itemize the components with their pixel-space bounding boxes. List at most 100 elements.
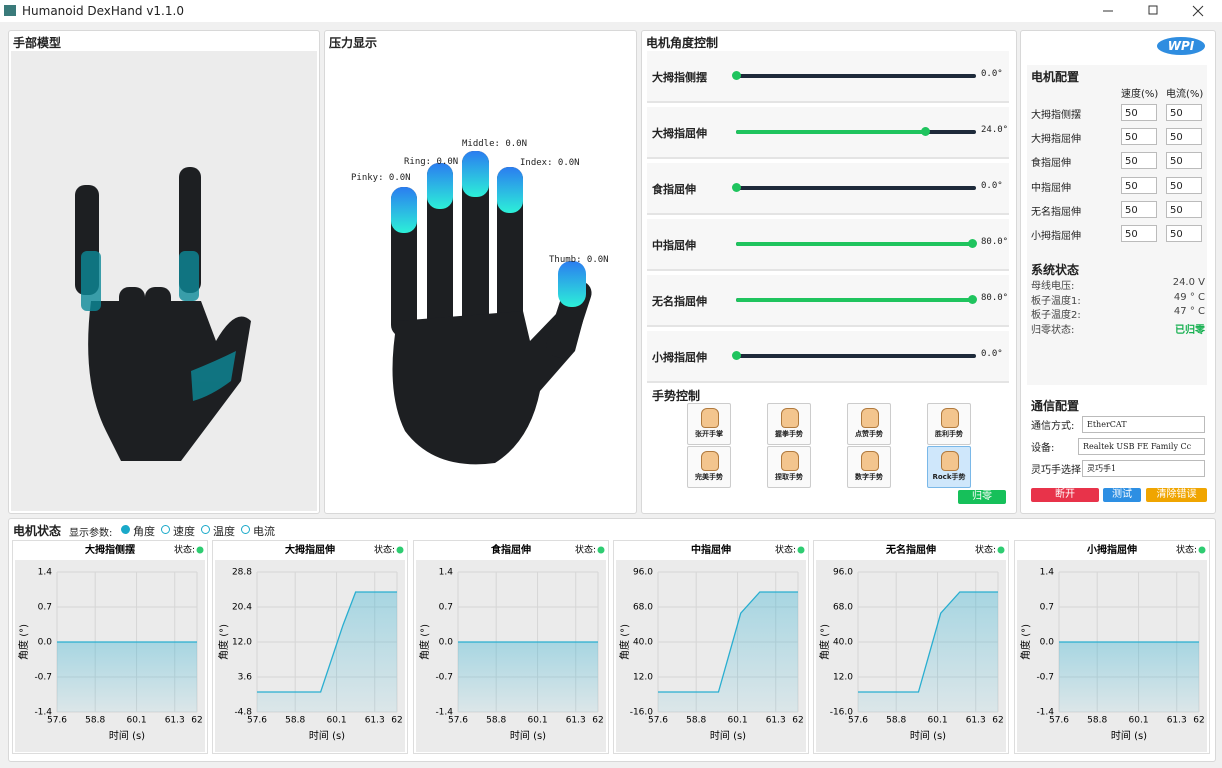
line-area: [257, 592, 398, 712]
slider-track[interactable]: [736, 74, 976, 78]
x-tick-label: 61.3: [165, 716, 185, 726]
y-tick-label: -16.0: [830, 708, 854, 718]
slider-knob[interactable]: [732, 71, 741, 80]
slider-knob[interactable]: [920, 127, 930, 136]
x-tick-label: 60.1: [727, 716, 747, 726]
y-tick-label: -0.7: [435, 673, 453, 683]
slider-knob[interactable]: [968, 239, 977, 248]
x-tick-label: 62: [792, 716, 803, 726]
radio[interactable]: [121, 525, 130, 534]
gesture-button[interactable]: 捏取手势: [767, 446, 811, 488]
status-label: 板子温度2:: [1031, 310, 1081, 321]
status-dot: [597, 546, 605, 554]
status-label: 状态:: [174, 544, 195, 556]
title-bar: Humanoid DexHand v1.1.0: [0, 0, 1222, 22]
gesture-button[interactable]: Rock手势: [927, 446, 971, 488]
radio[interactable]: [161, 525, 170, 534]
pressure-panel: 压力显示 Pinky: 0.0N Ring: 0.0N Middle: 0.0N In…: [324, 30, 637, 514]
current-spinbox[interactable]: 50: [1166, 200, 1202, 218]
status-label: 板子温度1:: [1031, 295, 1081, 307]
pressure-label: Index: 0.0N: [520, 158, 580, 168]
x-tick-label: 60.1: [928, 716, 948, 726]
row-label: 大拇指侧摆: [1031, 110, 1081, 121]
y-tick-label: -16.0: [630, 708, 654, 718]
gesture-button[interactable]: 张开手掌: [687, 403, 731, 445]
zero-button[interactable]: 归零: [958, 490, 1006, 504]
status-dot: [797, 546, 805, 554]
current-spinbox[interactable]: 50: [1166, 128, 1202, 146]
slider-value: 24.0°: [981, 125, 1009, 135]
hand-3d-view[interactable]: [11, 51, 317, 511]
pressure-hand-view: [391, 151, 592, 465]
panel-title: 电机状态: [13, 524, 62, 538]
radio-label: 电流: [253, 525, 275, 538]
y-axis-label: 角度 (°): [17, 624, 30, 660]
speed-spinbox[interactable]: 50: [1121, 152, 1157, 170]
y-tick-label: 68.0: [633, 603, 653, 613]
status-label: 状态:: [1175, 544, 1196, 556]
x-axis-label: 时间 (s): [1110, 729, 1146, 742]
line: [858, 591, 999, 693]
status-dot: [196, 546, 204, 554]
gesture-label: Rock手势: [932, 473, 966, 481]
current-spinbox[interactable]: 50: [1166, 104, 1202, 121]
slider-label: 大拇指屈伸: [652, 127, 707, 140]
y-tick-label: 1.4: [438, 568, 453, 578]
status-dot: [997, 546, 1005, 554]
speed-spinbox[interactable]: 50: [1121, 104, 1157, 121]
y-tick-label: 12.0: [232, 638, 252, 648]
slider-knob[interactable]: [732, 183, 741, 192]
y-tick-label: -0.7: [34, 673, 52, 683]
window-controls[interactable]: [1090, 0, 1222, 22]
y-tick-label: 1.4: [1039, 568, 1054, 578]
x-axis-label: 时间 (s): [910, 729, 946, 742]
x-tick-label: 57.6: [648, 716, 668, 726]
current-spinbox[interactable]: 50: [1166, 225, 1202, 242]
slider-track[interactable]: [736, 186, 976, 190]
speed-spinbox[interactable]: 50: [1121, 176, 1157, 194]
x-tick-label: 58.8: [686, 716, 706, 726]
gesture-icon: [781, 451, 799, 471]
current-spinbox[interactable]: 50: [1166, 152, 1202, 170]
slider-track[interactable]: [736, 354, 976, 358]
action-button[interactable]: 测试: [1103, 488, 1141, 502]
combo-box[interactable]: EtherCAT: [1082, 416, 1205, 433]
gesture-icon: [701, 451, 719, 471]
gesture-button[interactable]: 点赞手势: [847, 403, 891, 445]
chart: 大拇指屈伸 状态: -4.8 3.6 12.0 20.4 28.8 57.6 58.8 60.1 6…: [212, 540, 409, 754]
slider-knob[interactable]: [968, 295, 977, 304]
combo-box[interactable]: Realtek USB FE Family Cc: [1078, 438, 1205, 455]
action-button[interactable]: 清除错误: [1146, 488, 1207, 502]
speed-spinbox[interactable]: 50: [1121, 200, 1157, 218]
gesture-icon: [701, 408, 719, 428]
x-axis-label: 时间 (s): [109, 729, 145, 742]
gesture-button[interactable]: 数字手势: [847, 446, 891, 488]
radio-label: 温度: [213, 525, 235, 538]
gesture-button[interactable]: 胜利手势: [927, 403, 971, 445]
gesture-button[interactable]: 完美手势: [687, 446, 731, 488]
radio[interactable]: [241, 525, 250, 534]
speed-spinbox[interactable]: 50: [1121, 128, 1157, 146]
chart-title: 大拇指侧摆: [85, 543, 135, 556]
x-tick-label: 60.1: [327, 716, 347, 726]
x-tick-label: 61.3: [766, 716, 786, 726]
radio[interactable]: [201, 525, 210, 534]
current-spinbox[interactable]: 50: [1166, 176, 1202, 194]
x-tick-label: 60.1: [127, 716, 147, 726]
speed-spinbox[interactable]: 50: [1121, 225, 1157, 242]
radio-label: 速度: [173, 525, 195, 538]
gesture-icon: [941, 451, 959, 471]
slider-knob[interactable]: [732, 351, 741, 360]
y-tick-label: -1.4: [1036, 708, 1054, 718]
gesture-button[interactable]: 握拳手势: [767, 403, 811, 445]
line: [257, 591, 398, 693]
comm-label: 通信方式:: [1031, 421, 1075, 432]
gesture-icon: [781, 408, 799, 428]
status-dot: [1198, 546, 1205, 554]
action-button[interactable]: 断开: [1031, 488, 1099, 502]
x-tick-label: 58.8: [486, 716, 506, 726]
combo-box[interactable]: 灵巧手1: [1082, 460, 1205, 477]
slider-label: 小拇指屈伸: [652, 351, 707, 364]
slider-value: 0.0°: [981, 181, 1003, 191]
